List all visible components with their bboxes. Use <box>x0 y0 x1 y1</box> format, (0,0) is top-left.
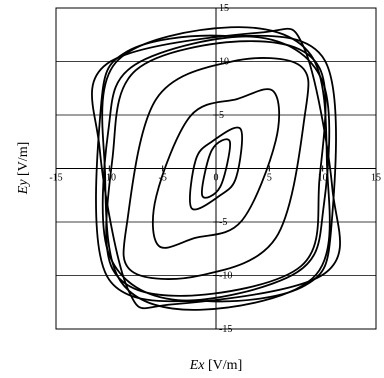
trajectory-loop-2 <box>189 126 243 211</box>
trajectory-loop-4 <box>122 57 310 280</box>
x-tick-label: -15 <box>49 173 62 184</box>
y-tick-label: -10 <box>219 271 232 282</box>
x-tick-label: 10 <box>318 173 328 184</box>
trajectory-loop-8 <box>91 27 341 310</box>
x-tick-label: 0 <box>214 173 219 184</box>
y-tick-label: -15 <box>219 324 232 335</box>
y-axis-title: Ey [V/m] <box>16 142 31 195</box>
y-tick-label: 15 <box>219 3 229 14</box>
trajectory-loop-6 <box>101 35 331 302</box>
trajectory-loop-3 <box>152 88 280 249</box>
zero-axes <box>55 7 377 330</box>
x-tick-label: 15 <box>371 173 381 184</box>
y-tick-label: 10 <box>219 57 229 68</box>
trajectory-loop-7 <box>101 26 331 311</box>
y-tick-label: -5 <box>219 217 227 228</box>
x-tick-label: 5 <box>267 173 272 184</box>
x-tick-label: -5 <box>158 173 166 184</box>
x-axis-title: Ex [V/m] <box>189 358 242 373</box>
trajectory-loop-9 <box>95 34 337 303</box>
trajectory-curves <box>91 26 341 311</box>
trajectory-loop-5 <box>105 40 327 297</box>
trajectory-loop-1 <box>201 138 231 199</box>
y-tick-labels: -15 -10 -5 5 10 15 <box>219 3 232 335</box>
y-tick-label: 5 <box>219 110 224 121</box>
